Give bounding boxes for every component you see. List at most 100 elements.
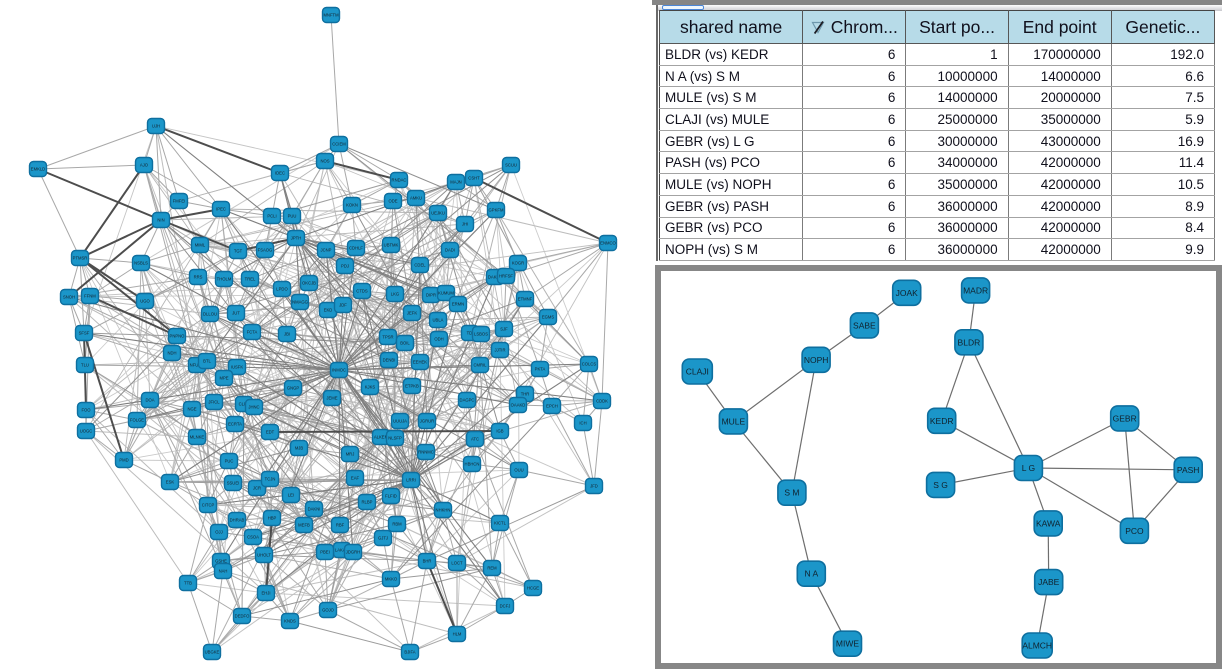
svg-text:PASH: PASH [1177,465,1200,475]
svg-text:ECRTA: ECRTA [228,422,242,427]
svg-text:EDT: EDT [266,430,275,435]
svg-text:SFSF: SFSF [79,331,90,336]
svg-text:DAKDF: DAKDF [488,275,503,280]
svg-text:MEFB: MEFB [298,523,310,528]
svg-text:LEI: LEI [288,493,294,498]
svg-text:OUU: OUU [514,468,523,473]
svg-text:EPCH: EPCH [546,404,558,409]
svg-text:KNDS: KNDS [284,619,296,624]
svg-text:KOKN: KOKN [346,203,358,208]
svg-text:IPEC: IPEC [216,207,226,212]
svg-text:UEJKU: UEJKU [431,211,445,216]
svg-text:JDF: JDF [339,303,347,308]
svg-text:RBF: RBF [336,523,345,528]
svg-text:JPTH: JPTH [291,236,301,241]
svg-text:LAKAM: LAKAM [335,548,350,553]
svg-text:HBHCN: HBHCN [465,462,480,467]
svg-text:TREL: TREL [245,277,256,282]
svg-text:BHR: BHR [423,559,432,564]
svg-text:NOS: NOS [320,159,329,164]
svg-text:PCLI: PCLI [267,214,276,219]
svg-text:KUMUM: KUMUM [438,291,454,296]
svg-text:GNGP: GNGP [287,386,300,391]
svg-text:DENBI: DENBI [383,358,396,363]
svg-text:FOO: FOO [81,408,91,413]
svg-text:EKD: EKD [324,308,333,313]
svg-text:JHNC: JHNC [248,405,259,410]
svg-text:DCFJ: DCFJ [500,604,511,609]
svg-text:NAH: NAH [219,569,228,574]
svg-text:ODE: ODE [388,199,397,204]
svg-text:TTB: TTB [184,581,192,586]
svg-text:HRFSF: HRFSF [499,274,513,279]
svg-text:CLAJI: CLAJI [686,367,709,377]
svg-text:SNOH: SNOH [63,295,75,300]
svg-text:SJF: SJF [500,327,508,332]
svg-text:NGE: NGE [187,407,196,412]
svg-text:TGT: TGT [234,249,243,254]
svg-text:JFICL: JFICL [208,400,220,405]
svg-text:MULE: MULE [722,416,746,426]
svg-text:HLM: HLM [453,632,462,637]
svg-text:DADI: DADI [445,248,455,253]
svg-text:RRS: RRS [194,275,203,280]
svg-text:TDI: TDI [467,331,474,336]
svg-text:THOLM: THOLM [217,277,232,282]
svg-text:UOGC: UOGC [80,429,93,434]
svg-text:RNNMC: RNNMC [418,450,434,455]
svg-text:KOGR: KOGR [512,261,524,266]
svg-text:DEDFO: DEDFO [235,614,250,619]
svg-text:KICTL: KICTL [494,521,507,526]
svg-text:JJTIR: JJTIR [495,348,506,353]
svg-text:HBP: HBP [268,516,277,521]
svg-text:JEFK: JEFK [407,311,417,316]
svg-text:KEDR: KEDR [930,416,954,426]
svg-text:MLNKE: MLNKE [190,435,205,440]
svg-text:UUUJA: UUUJA [393,419,407,424]
svg-text:CCIEM: CCIEM [332,142,346,147]
svg-text:JEME: JEME [326,396,337,401]
svg-text:KJKS: KJKS [365,385,376,390]
svg-text:TLU: TLU [81,363,89,368]
svg-text:MPE: MPE [219,376,228,381]
svg-text:MRJ: MRJ [346,452,355,457]
svg-text:EEHEK: EEHEK [413,360,427,365]
svg-text:AJO: AJO [140,163,149,168]
svg-text:GPKFM: GPKFM [489,208,504,213]
svg-text:AMKU: AMKU [410,196,422,201]
svg-text:FFNM: FFNM [84,294,96,299]
svg-text:MIML: MIML [195,243,206,248]
svg-text:TPSR: TPSR [382,335,393,340]
svg-text:ENMCO: ENMCO [600,241,616,246]
svg-text:FMFEI: FMFEI [173,199,186,204]
svg-text:PUU: PUU [288,214,297,219]
svg-text:RBM: RBM [392,522,402,527]
svg-text:LRRI: LRRI [406,478,416,483]
svg-text:EHJI: EHJI [261,591,270,596]
svg-text:UBLA: UBLA [433,318,444,323]
svg-text:NDH: NDH [167,351,176,356]
svg-text:JUT: JUT [232,311,240,316]
svg-text:FOLGE: FOLGE [130,418,144,423]
svg-text:PDJ: PDJ [341,264,349,269]
svg-text:ALKEM: ALKEM [374,435,389,440]
svg-text:LSBOS: LSBOS [474,332,488,337]
svg-text:PCO: PCO [1125,526,1144,536]
svg-text:JHI: JHI [462,222,468,227]
svg-text:CDDK: CDDK [596,399,608,404]
svg-text:S G: S G [933,480,948,490]
svg-text:NHKHN: NHKHN [436,508,451,513]
svg-text:BLDR: BLDR [958,337,981,347]
svg-text:SCUU: SCUU [505,163,517,168]
svg-text:NMAGG: NMAGG [292,300,308,305]
svg-text:GEBR: GEBR [1113,413,1137,423]
svg-text:PTMSR: PTMSR [73,256,88,261]
svg-text:CTDS: CTDS [356,289,368,294]
svg-text:JDGRH: JDGRH [346,550,360,555]
svg-text:CDEL: CDEL [414,263,426,268]
svg-text:UJH: UJH [152,124,160,129]
svg-text:RNDAC: RNDAC [392,178,407,183]
svg-text:BJIFA: BJIFA [404,650,415,655]
svg-text:JFD: JFD [590,484,598,489]
svg-text:ATC: ATC [471,437,479,442]
